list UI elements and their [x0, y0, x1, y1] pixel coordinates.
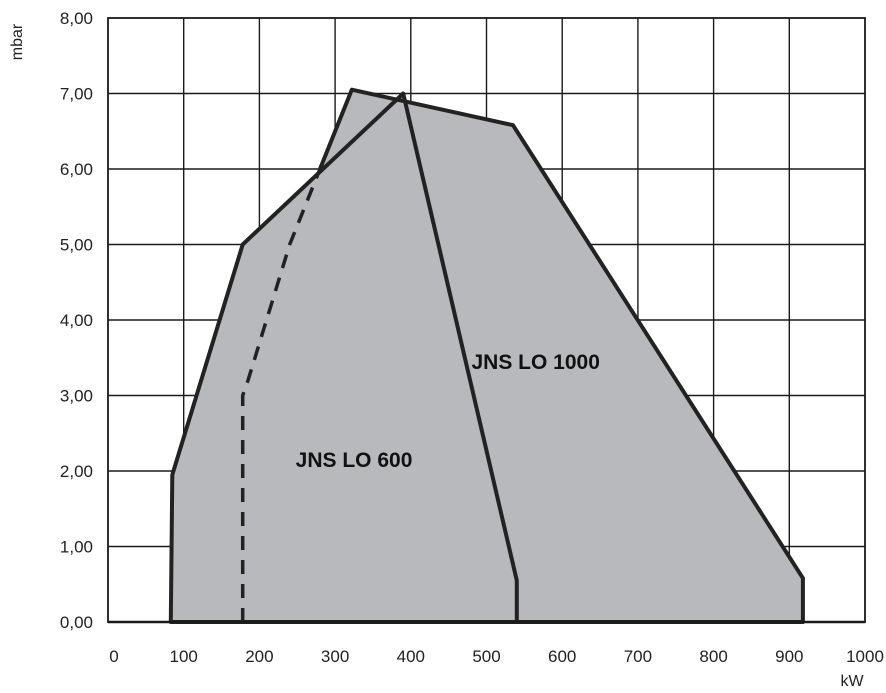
y-axis-ticks: 0,00 1,00 2,00 3,00 4,00 5,00 6,00 7,00 8,00	[60, 9, 93, 632]
x-tick-label: 200	[245, 647, 273, 666]
plot-frame	[107, 17, 866, 624]
series-labels: JNS LO 600 JNS LO 1000	[296, 351, 600, 472]
x-tick-label: 500	[472, 647, 500, 666]
x-axis-label: kW	[840, 673, 864, 690]
x-tick-label: 900	[775, 647, 803, 666]
series-label-1: JNS LO 600	[296, 449, 413, 472]
y-tick-label: 8,00	[60, 9, 93, 28]
series-area-2	[242, 89, 803, 622]
x-tick-label: 700	[624, 647, 652, 666]
y-tick-label: 3,00	[60, 387, 93, 406]
x-tick-label: 300	[321, 647, 349, 666]
x-tick-label: 600	[548, 647, 576, 666]
y-tick-label: 5,00	[60, 236, 93, 255]
x-tick-label: 800	[699, 647, 727, 666]
series-label-2: JNS LO 1000	[472, 351, 600, 374]
y-tick-label: 0,00	[60, 613, 93, 632]
x-axis-ticks: 0 100 200 300 400 500 600 700 800 900 1000	[109, 647, 884, 666]
series-dashed-limit	[240, 168, 322, 622]
working-range-area	[170, 89, 803, 622]
y-tick-label: 1,00	[60, 538, 93, 557]
y-axis-label: mbar	[9, 23, 26, 60]
x-tick-label: 400	[397, 647, 425, 666]
y-tick-label: 7,00	[60, 85, 93, 104]
x-tick-label: 1000	[846, 647, 884, 666]
y-tick-label: 4,00	[60, 311, 93, 330]
x-tick-label: 0	[109, 647, 118, 666]
y-tick-label: 6,00	[60, 160, 93, 179]
x-tick-label: 100	[170, 647, 198, 666]
y-tick-label: 2,00	[60, 462, 93, 481]
